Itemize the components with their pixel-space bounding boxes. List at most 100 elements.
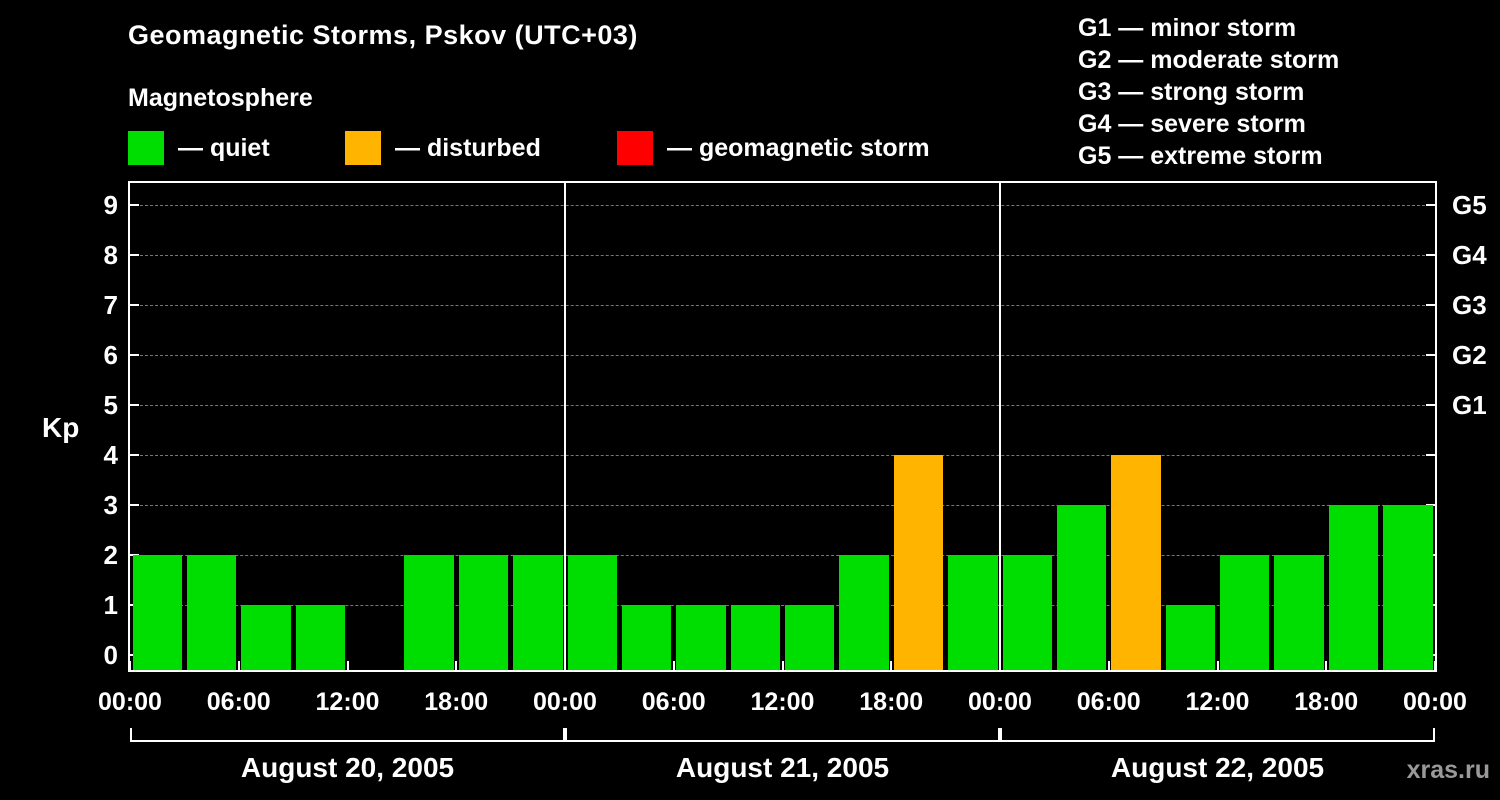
y-axis-label: 8 xyxy=(103,240,118,270)
date-label: August 21, 2005 xyxy=(675,752,890,783)
day-separator xyxy=(999,183,1001,670)
kp-bar xyxy=(295,605,345,670)
x-tick-mark xyxy=(673,661,675,670)
kp-bar xyxy=(730,605,780,670)
legend-item-quiet: — quiet xyxy=(128,130,270,166)
y-tick-mark xyxy=(130,354,139,356)
x-axis-label: 06:00 xyxy=(206,688,271,716)
kp-gridline xyxy=(130,605,1435,606)
y-axis-label: 6 xyxy=(103,340,118,370)
kp-bar xyxy=(948,555,998,670)
y-tick-mark xyxy=(130,204,139,206)
kp-gridline xyxy=(130,555,1435,556)
x-tick-mark xyxy=(782,661,784,670)
y-axis-label: 5 xyxy=(103,390,118,420)
kp-bar xyxy=(839,555,889,670)
g-scale-label: G5 xyxy=(1452,190,1487,220)
x-tick-mark xyxy=(1217,661,1219,670)
storm-scale-item: G2 — moderate storm xyxy=(1078,46,1340,74)
kp-bar xyxy=(1328,505,1379,670)
y-axis-label: 7 xyxy=(103,290,118,320)
storm-swatch xyxy=(617,131,653,165)
x-tick-mark xyxy=(129,661,131,670)
x-tick-mark xyxy=(999,661,1001,670)
kp-bar xyxy=(186,555,237,670)
y-tick-mark xyxy=(1426,254,1435,256)
y-axis-title: Kp xyxy=(42,412,80,443)
kp-bar xyxy=(893,455,944,670)
legend-label-quiet: — quiet xyxy=(178,133,270,162)
x-tick-mark xyxy=(455,661,457,670)
kp-bar xyxy=(458,555,509,670)
kp-bar xyxy=(1002,555,1052,670)
x-tick-mark xyxy=(890,661,892,670)
x-axis-label: 00:00 xyxy=(98,688,162,716)
x-tick-mark xyxy=(564,661,566,670)
y-tick-mark xyxy=(130,304,139,306)
kp-bar xyxy=(1056,505,1107,670)
y-tick-mark xyxy=(1426,304,1435,306)
date-label: August 20, 2005 xyxy=(240,752,455,783)
kp-gridline xyxy=(130,405,1435,406)
x-axis-label: 00:00 xyxy=(968,688,1032,716)
y-tick-mark xyxy=(1426,204,1435,206)
x-axis-label: 12:00 xyxy=(1185,688,1250,716)
y-tick-mark xyxy=(1426,404,1435,406)
x-axis-label: 12:00 xyxy=(750,688,815,716)
kp-bar xyxy=(404,555,454,670)
storm-scale-item: G1 — minor storm xyxy=(1078,14,1297,42)
y-axis-label: 1 xyxy=(103,590,118,620)
kp-bar xyxy=(1165,605,1215,670)
date-bracket xyxy=(1000,728,1435,742)
kp-gridline xyxy=(130,305,1435,306)
g-scale-label: G1 xyxy=(1452,390,1487,420)
x-tick-mark xyxy=(347,661,349,670)
x-tick-mark xyxy=(1108,661,1110,670)
kp-bar xyxy=(132,555,182,670)
date-bracket xyxy=(565,728,1000,742)
y-tick-mark xyxy=(1426,454,1435,456)
storm-scale-item: G3 — strong storm xyxy=(1078,78,1305,106)
x-axis-label: 12:00 xyxy=(315,688,380,716)
plot-area xyxy=(128,181,1437,672)
day-separator xyxy=(564,183,566,670)
x-axis-label: 06:00 xyxy=(1076,688,1141,716)
y-tick-mark xyxy=(130,404,139,406)
legend-label-disturbed: — disturbed xyxy=(395,133,541,162)
y-axis-label: 9 xyxy=(103,190,118,220)
x-axis-label: 18:00 xyxy=(1294,688,1359,716)
legend-item-storm: — geomagnetic storm xyxy=(617,130,930,166)
x-tick-mark xyxy=(238,661,240,670)
x-axis-label: 00:00 xyxy=(1403,688,1467,716)
g-scale-label: G2 xyxy=(1452,340,1487,370)
y-axis-label: 0 xyxy=(103,640,118,670)
kp-bar xyxy=(1383,505,1433,670)
kp-bar xyxy=(1274,555,1324,670)
y-axis-label: 2 xyxy=(103,540,118,570)
y-tick-mark xyxy=(130,504,139,506)
kp-bar xyxy=(1220,555,1270,670)
x-tick-mark xyxy=(1434,661,1436,670)
y-tick-mark xyxy=(130,454,139,456)
kp-bar xyxy=(621,605,672,670)
legend-item-disturbed: — disturbed xyxy=(345,130,541,166)
kp-gridline xyxy=(130,455,1435,456)
kp-bar xyxy=(1111,455,1161,670)
kp-gridline xyxy=(130,255,1435,256)
kp-bar xyxy=(567,555,617,670)
kp-bar xyxy=(241,605,291,670)
x-axis-label: 06:00 xyxy=(641,688,706,716)
y-tick-mark xyxy=(130,254,139,256)
y-axis-label: 4 xyxy=(103,440,118,470)
kp-bar xyxy=(513,555,563,670)
x-tick-mark xyxy=(1325,661,1327,670)
legend-title: Magnetosphere xyxy=(128,84,313,112)
x-axis-label: 18:00 xyxy=(859,688,924,716)
y-tick-mark xyxy=(1426,354,1435,356)
storm-scale-legend: G1 — minor storm G2 — moderate storm G3 — … xyxy=(1078,12,1339,172)
g-scale-label: G3 xyxy=(1452,290,1487,320)
legend-label-storm: — geomagnetic storm xyxy=(667,133,930,162)
kp-gridline xyxy=(130,355,1435,356)
x-axis-label: 18:00 xyxy=(424,688,489,716)
